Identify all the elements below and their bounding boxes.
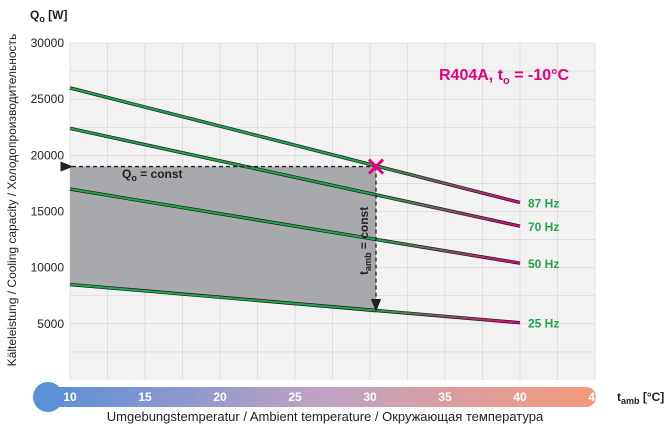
series-line — [69, 188, 521, 265]
series-lines: 87 Hz 70 Hz 50 Hz 25 Hz — [69, 86, 559, 331]
x-tick-label: 45 — [588, 390, 602, 404]
series-label: 87 Hz — [528, 197, 559, 211]
x-tick-label: 35 — [438, 390, 452, 404]
y-tick-label: 15000 — [31, 205, 65, 219]
x-tick-label: 25 — [288, 390, 302, 404]
y-tick-label: 30000 — [31, 36, 65, 50]
x-axis-start-dot — [33, 382, 63, 412]
x-tick-label: 15 — [138, 390, 152, 404]
series-line — [69, 283, 521, 324]
x-axis-unit-label: tamb [°C] — [617, 390, 664, 406]
y-tick-label: 20000 — [31, 148, 65, 162]
x-tick-label: 10 — [63, 390, 77, 404]
x-axis-ticks: 10 15 20 25 30 35 40 45 — [63, 390, 602, 404]
series-line — [69, 86, 521, 204]
series-label: 70 Hz — [528, 220, 559, 234]
operating-point-marker — [367, 158, 385, 175]
chart-title: R404A, to = -10°C — [439, 67, 570, 87]
y-tick-label: 25000 — [31, 92, 65, 106]
q-const-label: Qo = const — [122, 167, 183, 183]
series-label: 25 Hz — [528, 317, 559, 331]
y-axis-label: Kälteleistung / Cooling capacity / Холод… — [5, 34, 19, 367]
x-axis-bar — [48, 387, 596, 407]
y-tick-label: 10000 — [31, 261, 65, 275]
y-tick-label: 5000 — [37, 317, 64, 331]
marker-stroke — [367, 158, 385, 175]
x-tick-label: 40 — [513, 390, 527, 404]
t-const-label: tamb = const — [357, 207, 373, 275]
series-line — [69, 127, 521, 228]
x-tick-label: 20 — [213, 390, 227, 404]
y-axis-unit-label: Qo [W] — [30, 8, 68, 24]
series-label: 50 Hz — [528, 257, 559, 271]
y-axis-ticks: 5000 10000 15000 20000 25000 30000 — [31, 36, 65, 331]
x-axis-label: Umgebungstemperatur / Ambient temperatur… — [107, 409, 544, 424]
x-tick-label: 30 — [363, 390, 377, 404]
